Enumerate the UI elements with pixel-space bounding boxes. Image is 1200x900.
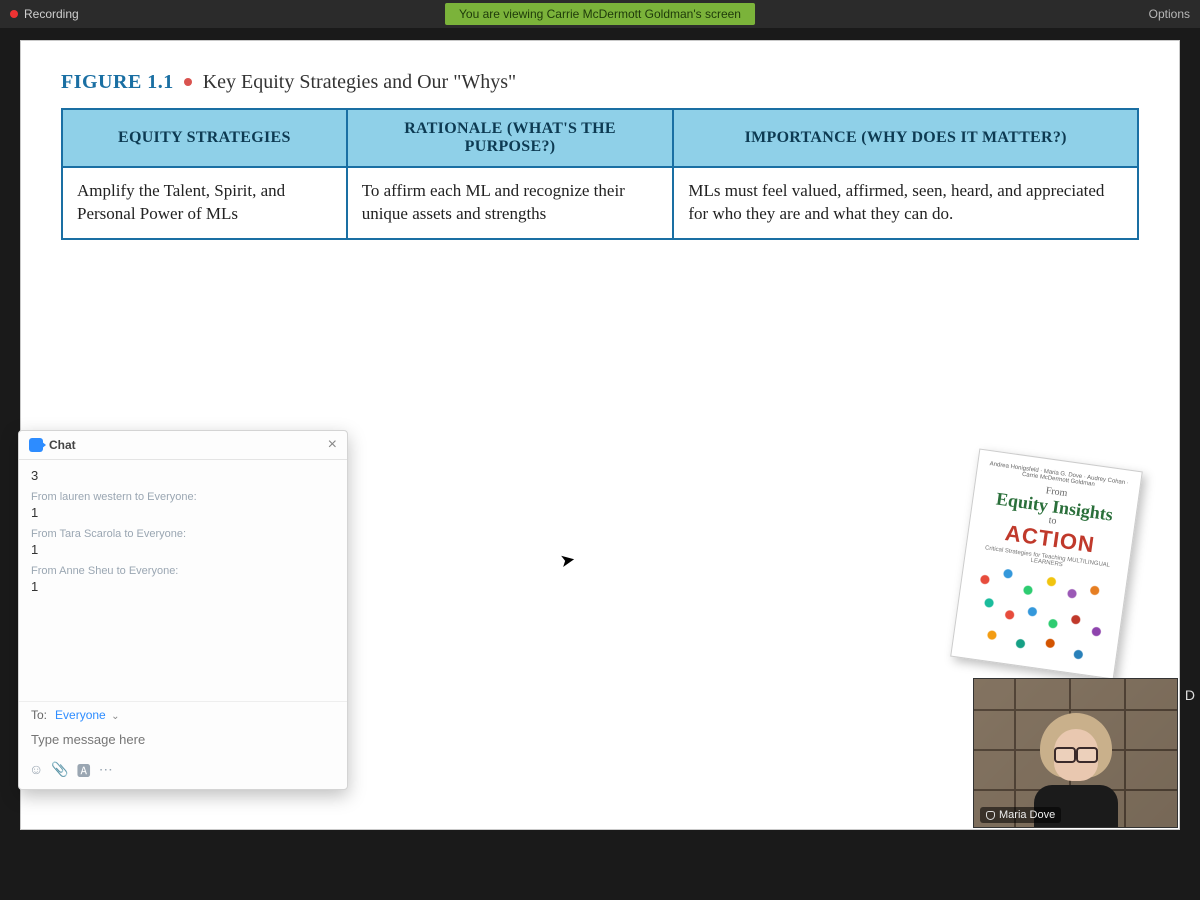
speaker-name: Maria Dove xyxy=(999,809,1055,821)
chat-to-value: Everyone xyxy=(55,708,106,722)
cell-rationale: To affirm each ML and recognize their un… xyxy=(347,167,674,239)
chat-message-text: 1 xyxy=(31,542,335,557)
bullet-icon xyxy=(184,78,192,86)
figure-title: Key Equity Strategies and Our "Whys" xyxy=(203,71,517,93)
table-row: Amplify the Talent, Spirit, and Personal… xyxy=(62,167,1138,239)
chat-to-label: To: xyxy=(31,708,47,722)
figure-label: FIGURE 1.1 xyxy=(61,71,174,93)
equity-strategies-table: EQUITY STRATEGIES RATIONALE (WHAT'S THE … xyxy=(61,108,1139,240)
chat-messages[interactable]: 3 From lauren western to Everyone: 1 Fro… xyxy=(19,460,347,701)
chat-message-from: From lauren western to Everyone: xyxy=(31,491,335,503)
speaker-video-thumbnail[interactable]: Maria Dove D xyxy=(973,678,1178,828)
chat-panel[interactable]: Chat × 3 From lauren western to Everyone… xyxy=(18,430,348,790)
emoji-icon[interactable]: ☺ xyxy=(29,761,43,781)
col-header-strategies: EQUITY STRATEGIES xyxy=(62,109,347,167)
recording-dot-icon xyxy=(10,10,18,18)
chat-title: Chat xyxy=(49,438,76,452)
corner-letter: D xyxy=(1185,687,1195,703)
chat-input-row[interactable] xyxy=(19,728,347,757)
mic-icon xyxy=(986,811,995,820)
chat-message-from: From Anne Sheu to Everyone: xyxy=(31,565,335,577)
close-icon[interactable]: × xyxy=(328,437,337,453)
chat-message-from: From Tara Scarola to Everyone: xyxy=(31,528,335,540)
col-header-importance: IMPORTANCE (WHY DOES IT MATTER?) xyxy=(673,109,1138,167)
format-icon[interactable]: 🅰 xyxy=(77,761,91,781)
figure-heading: FIGURE 1.1 Key Equity Strategies and Our… xyxy=(61,71,1139,94)
attach-icon[interactable]: 📎 xyxy=(51,761,68,781)
chat-to-dropdown[interactable]: Everyone ⌄ xyxy=(55,708,119,722)
book-cover: Andrea Honigsfeld · Maria G. Dove · Audr… xyxy=(950,449,1143,680)
chat-input[interactable] xyxy=(31,732,335,747)
speaker-nameplate: Maria Dove xyxy=(980,807,1061,823)
chevron-down-icon: ⌄ xyxy=(111,711,119,722)
zoom-icon xyxy=(29,438,43,452)
cell-strategy: Amplify the Talent, Spirit, and Personal… xyxy=(62,167,347,239)
cell-importance: MLs must feel valued, affirmed, seen, he… xyxy=(673,167,1138,239)
chat-message-text: 3 xyxy=(31,468,335,483)
chat-message-text: 1 xyxy=(31,579,335,594)
chat-message-text: 1 xyxy=(31,505,335,520)
chat-header[interactable]: Chat × xyxy=(19,431,347,460)
screen-share-banner: You are viewing Carrie McDermott Goldman… xyxy=(445,3,755,25)
more-icon[interactable]: ⋯ xyxy=(99,761,113,781)
book-art-icon xyxy=(960,560,1118,670)
zoom-top-bar: Recording You are viewing Carrie McDermo… xyxy=(0,0,1200,28)
chat-toolbar: ☺ 📎 🅰 ⋯ xyxy=(19,757,347,789)
col-header-rationale: RATIONALE (WHAT'S THE PURPOSE?) xyxy=(347,109,674,167)
chat-to-row[interactable]: To: Everyone ⌄ xyxy=(19,701,347,728)
options-dropdown[interactable]: Options xyxy=(1149,7,1190,21)
recording-label: Recording xyxy=(24,7,79,21)
